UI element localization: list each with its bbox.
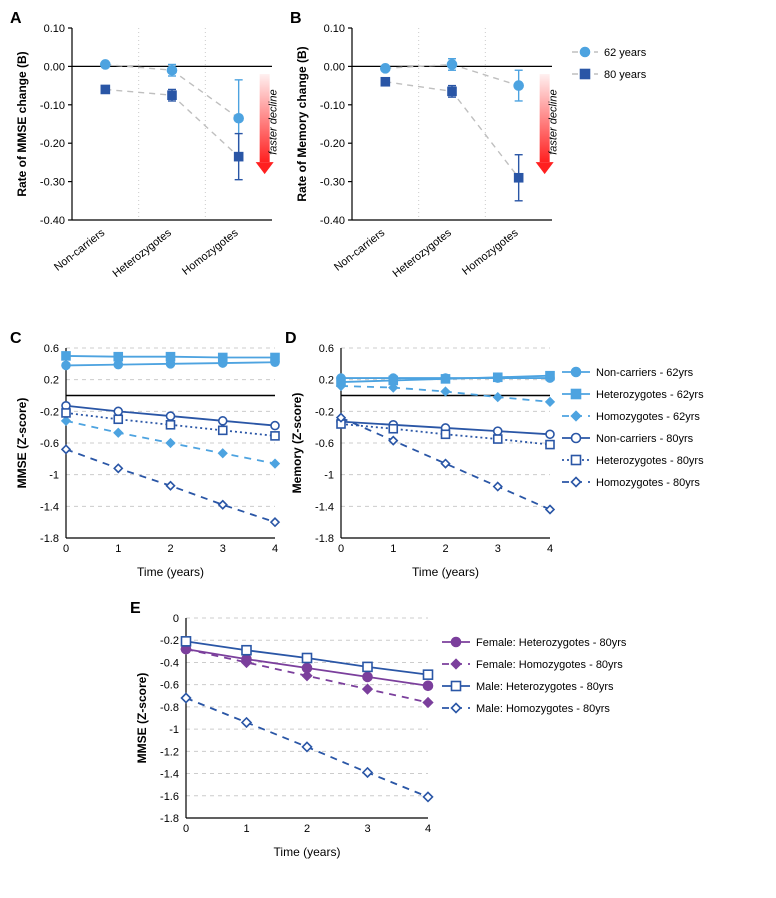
svg-text:-0.40: -0.40: [40, 215, 65, 227]
svg-text:Time (years): Time (years): [412, 565, 479, 579]
svg-text:Non-carriers: Non-carriers: [52, 227, 107, 274]
svg-text:-0.6: -0.6: [40, 438, 59, 450]
svg-text:Rate of MMSE change (B): Rate of MMSE change (B): [15, 51, 29, 196]
svg-text:-1: -1: [169, 724, 179, 736]
svg-text:Female: Homozygotes - 80yrs: Female: Homozygotes - 80yrs: [476, 659, 623, 671]
svg-text:-1: -1: [324, 470, 334, 482]
svg-text:-0.2: -0.2: [40, 406, 59, 418]
svg-text:-0.10: -0.10: [40, 100, 65, 112]
svg-text:-1.4: -1.4: [160, 769, 179, 781]
svg-text:MMSE (Z-score): MMSE (Z-score): [15, 398, 29, 489]
svg-text:0.10: 0.10: [324, 23, 345, 35]
svg-text:Male: Homozygotes - 80yrs: Male: Homozygotes - 80yrs: [476, 703, 610, 715]
svg-text:0: 0: [173, 613, 179, 625]
svg-text:1: 1: [243, 823, 249, 835]
svg-text:-0.6: -0.6: [160, 680, 179, 692]
svg-text:Heterozygotes - 80yrs: Heterozygotes - 80yrs: [596, 455, 704, 467]
panel-b: B -0.40 -0.30 -0.20 -0.10 0.00 0.10 Non-carrie…: [290, 10, 570, 310]
svg-text:Rate of Memory change (B): Rate of Memory change (B): [295, 46, 309, 201]
svg-text:0.2: 0.2: [319, 375, 334, 387]
svg-text:-0.6: -0.6: [315, 438, 334, 450]
svg-text:3: 3: [364, 823, 370, 835]
svg-text:Time (years): Time (years): [274, 845, 341, 859]
svg-text:-0.40: -0.40: [320, 215, 345, 227]
label-b: B: [290, 10, 302, 28]
svg-text:-1.4: -1.4: [315, 501, 334, 513]
svg-text:Time (years): Time (years): [137, 565, 204, 579]
svg-text:0: 0: [183, 823, 189, 835]
svg-text:3: 3: [495, 543, 501, 555]
legend-cd: Non-carriers - 62yrs Heterozygotes - 62yr…: [560, 330, 760, 520]
svg-text:Non-carriers - 80yrs: Non-carriers - 80yrs: [596, 433, 694, 445]
svg-text:0: 0: [338, 543, 344, 555]
svg-text:Female: Heterozygotes - 80yrs: Female: Heterozygotes - 80yrs: [476, 637, 627, 649]
label-a: A: [10, 10, 22, 28]
svg-text:-1: -1: [49, 470, 59, 482]
svg-text:-0.2: -0.2: [315, 406, 334, 418]
svg-text:Non-carriers: Non-carriers: [332, 227, 387, 274]
svg-text:-0.30: -0.30: [320, 177, 345, 189]
svg-text:1: 1: [390, 543, 396, 555]
panel-e: E -1.8 -1.6 -1.4 -1.2 -1 -0.8 -0.6 -0.4 -0.2 0 0 1 2…: [130, 600, 440, 860]
svg-text:-0.30: -0.30: [40, 177, 65, 189]
svg-text:Memory (Z-score): Memory (Z-score): [290, 393, 304, 494]
svg-text:1: 1: [115, 543, 121, 555]
svg-text:Non-carriers - 62yrs: Non-carriers - 62yrs: [596, 367, 694, 379]
svg-text:2: 2: [304, 823, 310, 835]
svg-text:Heterozygotes: Heterozygotes: [111, 227, 175, 280]
svg-text:0.10: 0.10: [44, 23, 65, 35]
svg-text:4: 4: [547, 543, 553, 555]
panel-c: C -1.8 -1.4 -1 -0.6 -0.2 0.2 0.6 0 1 2 3 4 Time (yea…: [10, 330, 285, 580]
svg-text:-1.6: -1.6: [160, 791, 179, 803]
svg-text:-1.2: -1.2: [160, 746, 179, 758]
svg-text:Homozygotes - 62yrs: Homozygotes - 62yrs: [596, 411, 700, 423]
svg-text:0.6: 0.6: [319, 343, 334, 355]
svg-text:0.2: 0.2: [44, 375, 59, 387]
svg-text:-0.20: -0.20: [320, 138, 345, 150]
svg-text:-1.8: -1.8: [40, 533, 59, 545]
panel-a: A -0.40 -0.30 -0.20 -0.10 0.00 0.10 Non-carrie…: [10, 10, 290, 310]
svg-text:0.6: 0.6: [44, 343, 59, 355]
row-cd: C -1.8 -1.4 -1 -0.6 -0.2 0.2 0.6 0 1 2 3 4 Time (yea…: [10, 330, 766, 580]
legend-e: Female: Heterozygotes - 80yrs Female: Hom…: [440, 600, 700, 740]
svg-text:-0.4: -0.4: [160, 657, 179, 669]
svg-text:0.00: 0.00: [324, 61, 345, 73]
row-ab: A -0.40 -0.30 -0.20 -0.10 0.00 0.10 Non-carrie…: [10, 10, 766, 310]
svg-text:faster decline: faster decline: [268, 89, 280, 154]
svg-text:80 years: 80 years: [604, 69, 647, 81]
svg-text:2: 2: [442, 543, 448, 555]
svg-text:Male: Heterozygotes - 80yrs: Male: Heterozygotes - 80yrs: [476, 681, 614, 693]
svg-text:Heterozygotes: Heterozygotes: [391, 227, 455, 280]
svg-text:-0.2: -0.2: [160, 635, 179, 647]
label-e: E: [130, 600, 141, 618]
svg-text:-0.8: -0.8: [160, 702, 179, 714]
svg-text:-1.8: -1.8: [315, 533, 334, 545]
label-c: C: [10, 330, 22, 348]
svg-text:Homozygotes: Homozygotes: [180, 227, 241, 278]
legend-ab: 62 years 80 years: [570, 10, 720, 100]
svg-text:Homozygotes - 80yrs: Homozygotes - 80yrs: [596, 477, 700, 489]
svg-text:0.00: 0.00: [44, 61, 65, 73]
svg-text:2: 2: [167, 543, 173, 555]
svg-text:-0.10: -0.10: [320, 100, 345, 112]
svg-text:0: 0: [63, 543, 69, 555]
svg-text:Heterozygotes - 62yrs: Heterozygotes - 62yrs: [596, 389, 704, 401]
svg-text:MMSE (Z-score): MMSE (Z-score): [135, 673, 149, 764]
svg-text:-1.4: -1.4: [40, 501, 59, 513]
svg-text:Homozygotes: Homozygotes: [460, 227, 521, 278]
svg-text:-0.20: -0.20: [40, 138, 65, 150]
svg-text:-1.8: -1.8: [160, 813, 179, 825]
label-d: D: [285, 330, 297, 348]
svg-text:3: 3: [220, 543, 226, 555]
svg-text:62 years: 62 years: [604, 47, 647, 59]
panel-d: D -1.8 -1.4 -1 -0.6 -0.2 0.2 0.6 0 1 2 3 4 Time (yea…: [285, 330, 560, 580]
svg-text:faster decline: faster decline: [548, 89, 560, 154]
svg-text:4: 4: [272, 543, 278, 555]
row-e: E -1.8 -1.6 -1.4 -1.2 -1 -0.8 -0.6 -0.4 -0.2 0 0 1 2…: [10, 600, 766, 860]
svg-text:4: 4: [425, 823, 431, 835]
